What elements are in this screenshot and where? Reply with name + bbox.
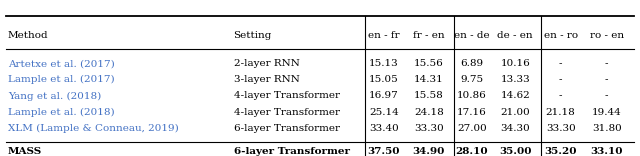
Text: 33.40: 33.40 xyxy=(369,124,399,133)
Text: ro - en: ro - en xyxy=(589,31,624,40)
Text: 4-layer Transformer: 4-layer Transformer xyxy=(234,108,340,117)
Text: en - ro: en - ro xyxy=(543,31,578,40)
Text: 33.30: 33.30 xyxy=(546,124,575,133)
Text: 21.18: 21.18 xyxy=(546,108,575,117)
Text: -: - xyxy=(605,91,609,100)
Text: 35.00: 35.00 xyxy=(499,147,531,156)
Text: 28.10: 28.10 xyxy=(456,147,488,156)
Text: -: - xyxy=(559,75,563,84)
Text: 10.16: 10.16 xyxy=(500,59,530,68)
Text: 21.00: 21.00 xyxy=(500,108,530,117)
Text: 17.16: 17.16 xyxy=(457,108,487,117)
Text: 9.75: 9.75 xyxy=(460,75,484,84)
Text: 15.58: 15.58 xyxy=(414,91,444,100)
Text: fr - en: fr - en xyxy=(413,31,445,40)
Text: Lample et al. (2017): Lample et al. (2017) xyxy=(8,75,115,84)
Text: 25.14: 25.14 xyxy=(369,108,399,117)
Text: 15.13: 15.13 xyxy=(369,59,399,68)
Text: de - en: de - en xyxy=(497,31,533,40)
Text: -: - xyxy=(559,59,563,68)
Text: -: - xyxy=(605,59,609,68)
Text: en - fr: en - fr xyxy=(368,31,400,40)
Text: Method: Method xyxy=(8,31,48,40)
Text: XLM (Lample & Conneau, 2019): XLM (Lample & Conneau, 2019) xyxy=(8,124,179,133)
Text: MASS: MASS xyxy=(8,147,42,156)
Text: 35.20: 35.20 xyxy=(545,147,577,156)
Text: 6-layer Transformer: 6-layer Transformer xyxy=(234,124,340,133)
Text: Artetxe et al. (2017): Artetxe et al. (2017) xyxy=(8,59,115,68)
Text: -: - xyxy=(559,91,563,100)
Text: 15.56: 15.56 xyxy=(414,59,444,68)
Text: Lample et al. (2018): Lample et al. (2018) xyxy=(8,108,115,117)
Text: 33.10: 33.10 xyxy=(591,147,623,156)
Text: 34.30: 34.30 xyxy=(500,124,530,133)
Text: 3-layer RNN: 3-layer RNN xyxy=(234,75,300,84)
Text: 14.31: 14.31 xyxy=(414,75,444,84)
Text: 37.50: 37.50 xyxy=(368,147,400,156)
Text: 27.00: 27.00 xyxy=(457,124,487,133)
Text: Setting: Setting xyxy=(234,31,272,40)
Text: 14.62: 14.62 xyxy=(500,91,530,100)
Text: 2-layer RNN: 2-layer RNN xyxy=(234,59,300,68)
Text: 19.44: 19.44 xyxy=(592,108,621,117)
Text: 16.97: 16.97 xyxy=(369,91,399,100)
Text: 31.80: 31.80 xyxy=(592,124,621,133)
Text: 24.18: 24.18 xyxy=(414,108,444,117)
Text: 15.05: 15.05 xyxy=(369,75,399,84)
Text: en - de: en - de xyxy=(454,31,490,40)
Text: -: - xyxy=(605,75,609,84)
Text: Yang et al. (2018): Yang et al. (2018) xyxy=(8,91,101,100)
Text: 6-layer Transformer: 6-layer Transformer xyxy=(234,147,349,156)
Text: 6.89: 6.89 xyxy=(460,59,484,68)
Text: 4-layer Transformer: 4-layer Transformer xyxy=(234,91,340,100)
Text: 13.33: 13.33 xyxy=(500,75,530,84)
Text: 10.86: 10.86 xyxy=(457,91,487,100)
Text: 34.90: 34.90 xyxy=(413,147,445,156)
Text: 33.30: 33.30 xyxy=(414,124,444,133)
